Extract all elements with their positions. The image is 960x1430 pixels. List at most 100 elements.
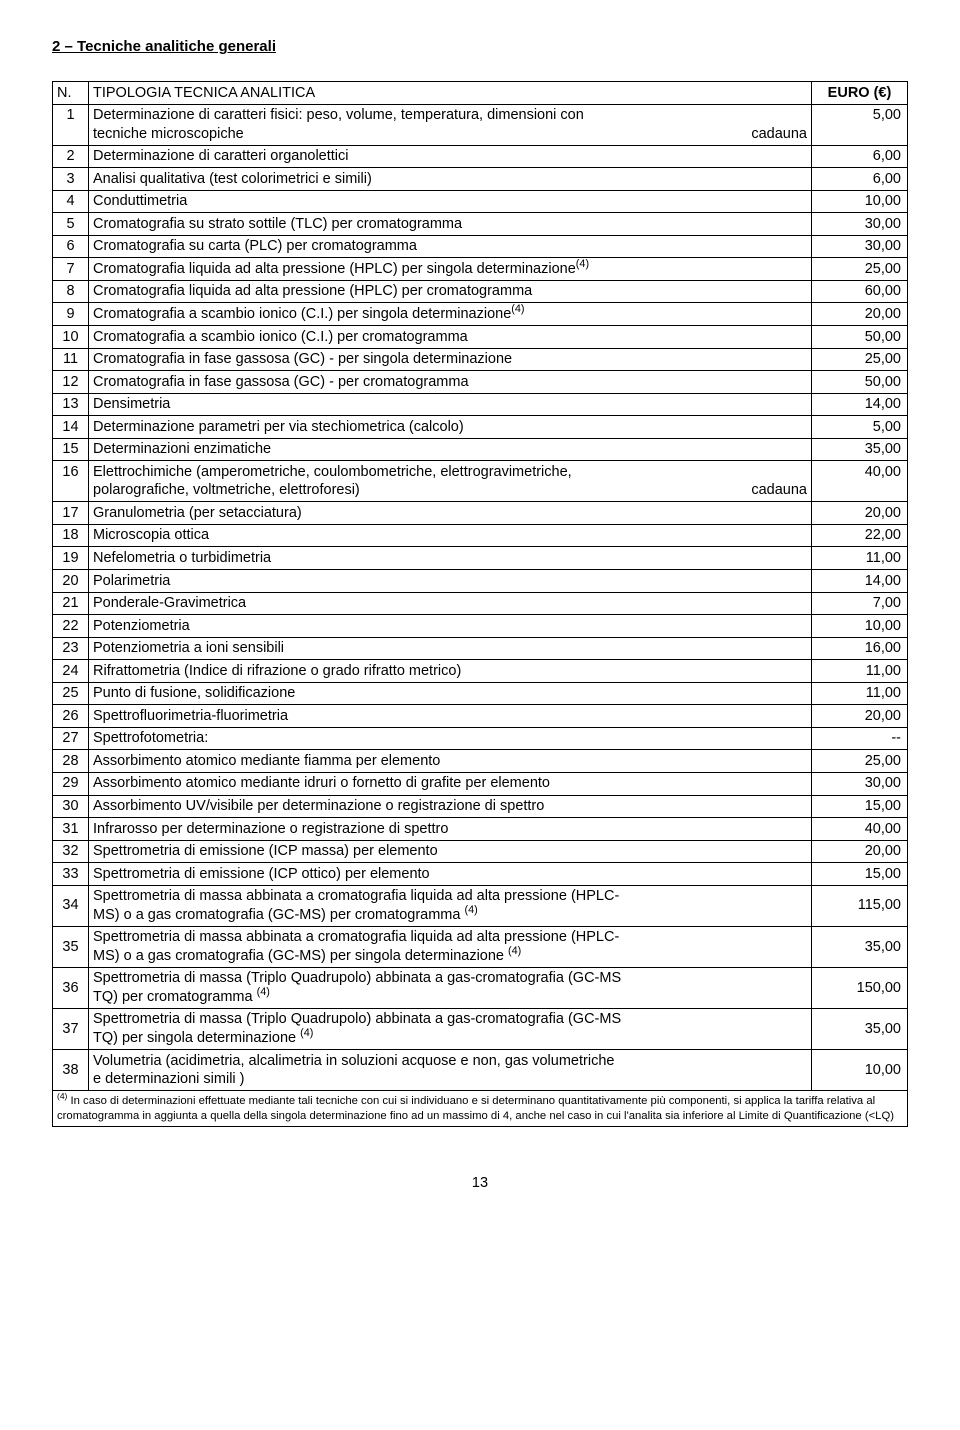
row-value: 22,00	[812, 524, 908, 547]
table-row: 9Cromatografia a scambio ionico (C.I.) p…	[53, 303, 908, 326]
row-description: Punto di fusione, solidificazione	[89, 682, 812, 705]
row-description: Determinazione di caratteri organolettic…	[89, 145, 812, 168]
row-description: Cromatografia su strato sottile (TLC) pe…	[89, 213, 812, 236]
row-description: Spettrometria di massa abbinata a cromat…	[89, 885, 812, 926]
row-description: Spettrometria di massa abbinata a cromat…	[89, 926, 812, 967]
row-number: 37	[53, 1008, 89, 1049]
table-row: 28Assorbimento atomico mediante fiamma p…	[53, 750, 908, 773]
row-description: Cromatografia liquida ad alta pressione …	[89, 280, 812, 303]
row-value: 20,00	[812, 303, 908, 326]
row-value: 25,00	[812, 258, 908, 281]
row-value: 5,00	[812, 104, 908, 145]
row-number: 38	[53, 1050, 89, 1091]
row-number: 8	[53, 280, 89, 303]
row-number: 24	[53, 660, 89, 683]
row-value: 16,00	[812, 637, 908, 660]
row-number: 1	[53, 104, 89, 145]
row-number: 3	[53, 168, 89, 191]
table-row: 15Determinazioni enzimatiche35,00	[53, 438, 908, 461]
row-number: 14	[53, 416, 89, 439]
table-row: 29Assorbimento atomico mediante idruri o…	[53, 772, 908, 795]
row-number: 26	[53, 705, 89, 728]
row-number: 11	[53, 348, 89, 371]
row-number: 33	[53, 863, 89, 886]
row-value: 25,00	[812, 750, 908, 773]
table-header-row: N. TIPOLOGIA TECNICA ANALITICA EURO (€)	[53, 82, 908, 105]
section-title: 2 – Tecniche analitiche generali	[52, 38, 908, 55]
table-row: 10Cromatografia a scambio ionico (C.I.) …	[53, 326, 908, 349]
row-value: 15,00	[812, 795, 908, 818]
row-number: 9	[53, 303, 89, 326]
row-description: Potenziometria a ioni sensibili	[89, 637, 812, 660]
footnote-text: (4) In caso di determinazioni effettuate…	[53, 1091, 908, 1127]
row-value: 14,00	[812, 570, 908, 593]
table-row: 7Cromatografia liquida ad alta pressione…	[53, 258, 908, 281]
table-row: 20Polarimetria14,00	[53, 570, 908, 593]
row-number: 21	[53, 592, 89, 615]
row-number: 18	[53, 524, 89, 547]
row-number: 22	[53, 615, 89, 638]
row-description: Cromatografia a scambio ionico (C.I.) pe…	[89, 303, 812, 326]
row-description: Densimetria	[89, 393, 812, 416]
row-number: 17	[53, 502, 89, 525]
row-description: Polarimetria	[89, 570, 812, 593]
row-number: 5	[53, 213, 89, 236]
row-number: 15	[53, 438, 89, 461]
row-number: 13	[53, 393, 89, 416]
table-row: 30Assorbimento UV/visibile per determina…	[53, 795, 908, 818]
row-description: Spettrofotometria:	[89, 727, 812, 750]
table-row: 38Volumetria (acidimetria, alcalimetria …	[53, 1050, 908, 1091]
table-row: 6Cromatografia su carta (PLC) per cromat…	[53, 235, 908, 258]
table-row: 19Nefelometria o turbidimetria11,00	[53, 547, 908, 570]
row-description: Cromatografia a scambio ionico (C.I.) pe…	[89, 326, 812, 349]
row-value: 20,00	[812, 840, 908, 863]
row-value: 10,00	[812, 190, 908, 213]
table-row: 24Rifrattometria (Indice di rifrazione o…	[53, 660, 908, 683]
row-description: Cromatografia su carta (PLC) per cromato…	[89, 235, 812, 258]
header-euro: EURO (€)	[812, 82, 908, 105]
row-value: 11,00	[812, 660, 908, 683]
row-description: Granulometria (per setacciatura)	[89, 502, 812, 525]
row-value: 50,00	[812, 371, 908, 394]
table-row: 34Spettrometria di massa abbinata a crom…	[53, 885, 908, 926]
row-description: Analisi qualitativa (test colorimetrici …	[89, 168, 812, 191]
table-row: 4Conduttimetria10,00	[53, 190, 908, 213]
row-number: 20	[53, 570, 89, 593]
row-description: Nefelometria o turbidimetria	[89, 547, 812, 570]
row-value: --	[812, 727, 908, 750]
row-value: 30,00	[812, 235, 908, 258]
row-description: Rifrattometria (Indice di rifrazione o g…	[89, 660, 812, 683]
table-row: 27Spettrofotometria:--	[53, 727, 908, 750]
row-value: 11,00	[812, 682, 908, 705]
row-number: 16	[53, 461, 89, 502]
row-number: 31	[53, 818, 89, 841]
row-number: 25	[53, 682, 89, 705]
table-row: 32Spettrometria di emissione (ICP massa)…	[53, 840, 908, 863]
row-number: 12	[53, 371, 89, 394]
row-value: 10,00	[812, 615, 908, 638]
row-value: 6,00	[812, 145, 908, 168]
row-value: 20,00	[812, 502, 908, 525]
row-value: 60,00	[812, 280, 908, 303]
row-number: 30	[53, 795, 89, 818]
row-description: Spettrometria di emissione (ICP massa) p…	[89, 840, 812, 863]
table-row: 16Elettrochimiche (amperometriche, coulo…	[53, 461, 908, 502]
header-n: N.	[53, 82, 89, 105]
row-value: 150,00	[812, 967, 908, 1008]
table-row: 21Ponderale-Gravimetrica7,00	[53, 592, 908, 615]
row-description: Spettrofluorimetria-fluorimetria	[89, 705, 812, 728]
row-number: 36	[53, 967, 89, 1008]
row-value: 5,00	[812, 416, 908, 439]
row-description: Cromatografia in fase gassosa (GC) - per…	[89, 348, 812, 371]
header-desc: TIPOLOGIA TECNICA ANALITICA	[89, 82, 812, 105]
table-row: 26Spettrofluorimetria-fluorimetria20,00	[53, 705, 908, 728]
row-value: 20,00	[812, 705, 908, 728]
table-row: 11Cromatografia in fase gassosa (GC) - p…	[53, 348, 908, 371]
table-row: 33Spettrometria di emissione (ICP ottico…	[53, 863, 908, 886]
row-number: 23	[53, 637, 89, 660]
row-value: 14,00	[812, 393, 908, 416]
row-value: 115,00	[812, 885, 908, 926]
table-row: 18Microscopia ottica22,00	[53, 524, 908, 547]
row-number: 34	[53, 885, 89, 926]
row-description: Conduttimetria	[89, 190, 812, 213]
